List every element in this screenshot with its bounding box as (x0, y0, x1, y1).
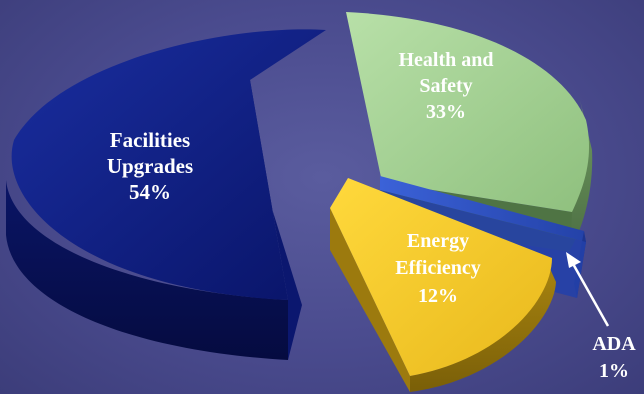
label-health-and-safety: Health and Safety 33% (398, 49, 493, 123)
label-hs-percent: 33% (426, 101, 466, 123)
label-hs-line1: Health and (398, 49, 493, 71)
slice-facilities-side (6, 180, 288, 360)
label-facilities-line1: Facilities (110, 128, 190, 152)
slice-facilities-upgrades (6, 29, 327, 360)
label-facilities-line2: Upgrades (107, 154, 193, 178)
label-ada: ADA 1% (592, 333, 636, 382)
slice-facilities-top (11, 29, 327, 300)
label-ee-line1: Energy (407, 230, 469, 252)
label-ada-line1: ADA (592, 333, 636, 355)
slice-hs-top (346, 12, 590, 212)
label-facilities-upgrades: Facilities Upgrades 54% (107, 128, 193, 204)
slice-ada-top (380, 176, 586, 242)
label-facilities-percent: 54% (129, 180, 171, 204)
slice-energy-efficiency (330, 178, 556, 392)
slice-ee-side (410, 262, 556, 392)
label-hs-line2: Safety (419, 75, 472, 97)
slice-facilities-cut (250, 80, 302, 360)
label-ada-percent: 1% (599, 360, 629, 382)
label-energy-efficiency: Energy Efficiency 12% (395, 230, 481, 307)
ada-callout-arrow (566, 252, 610, 327)
label-ee-percent: 12% (418, 285, 458, 307)
slice-ee-cut (330, 208, 410, 392)
slice-ee-top (330, 178, 552, 376)
label-ee-line2: Efficiency (395, 257, 481, 279)
